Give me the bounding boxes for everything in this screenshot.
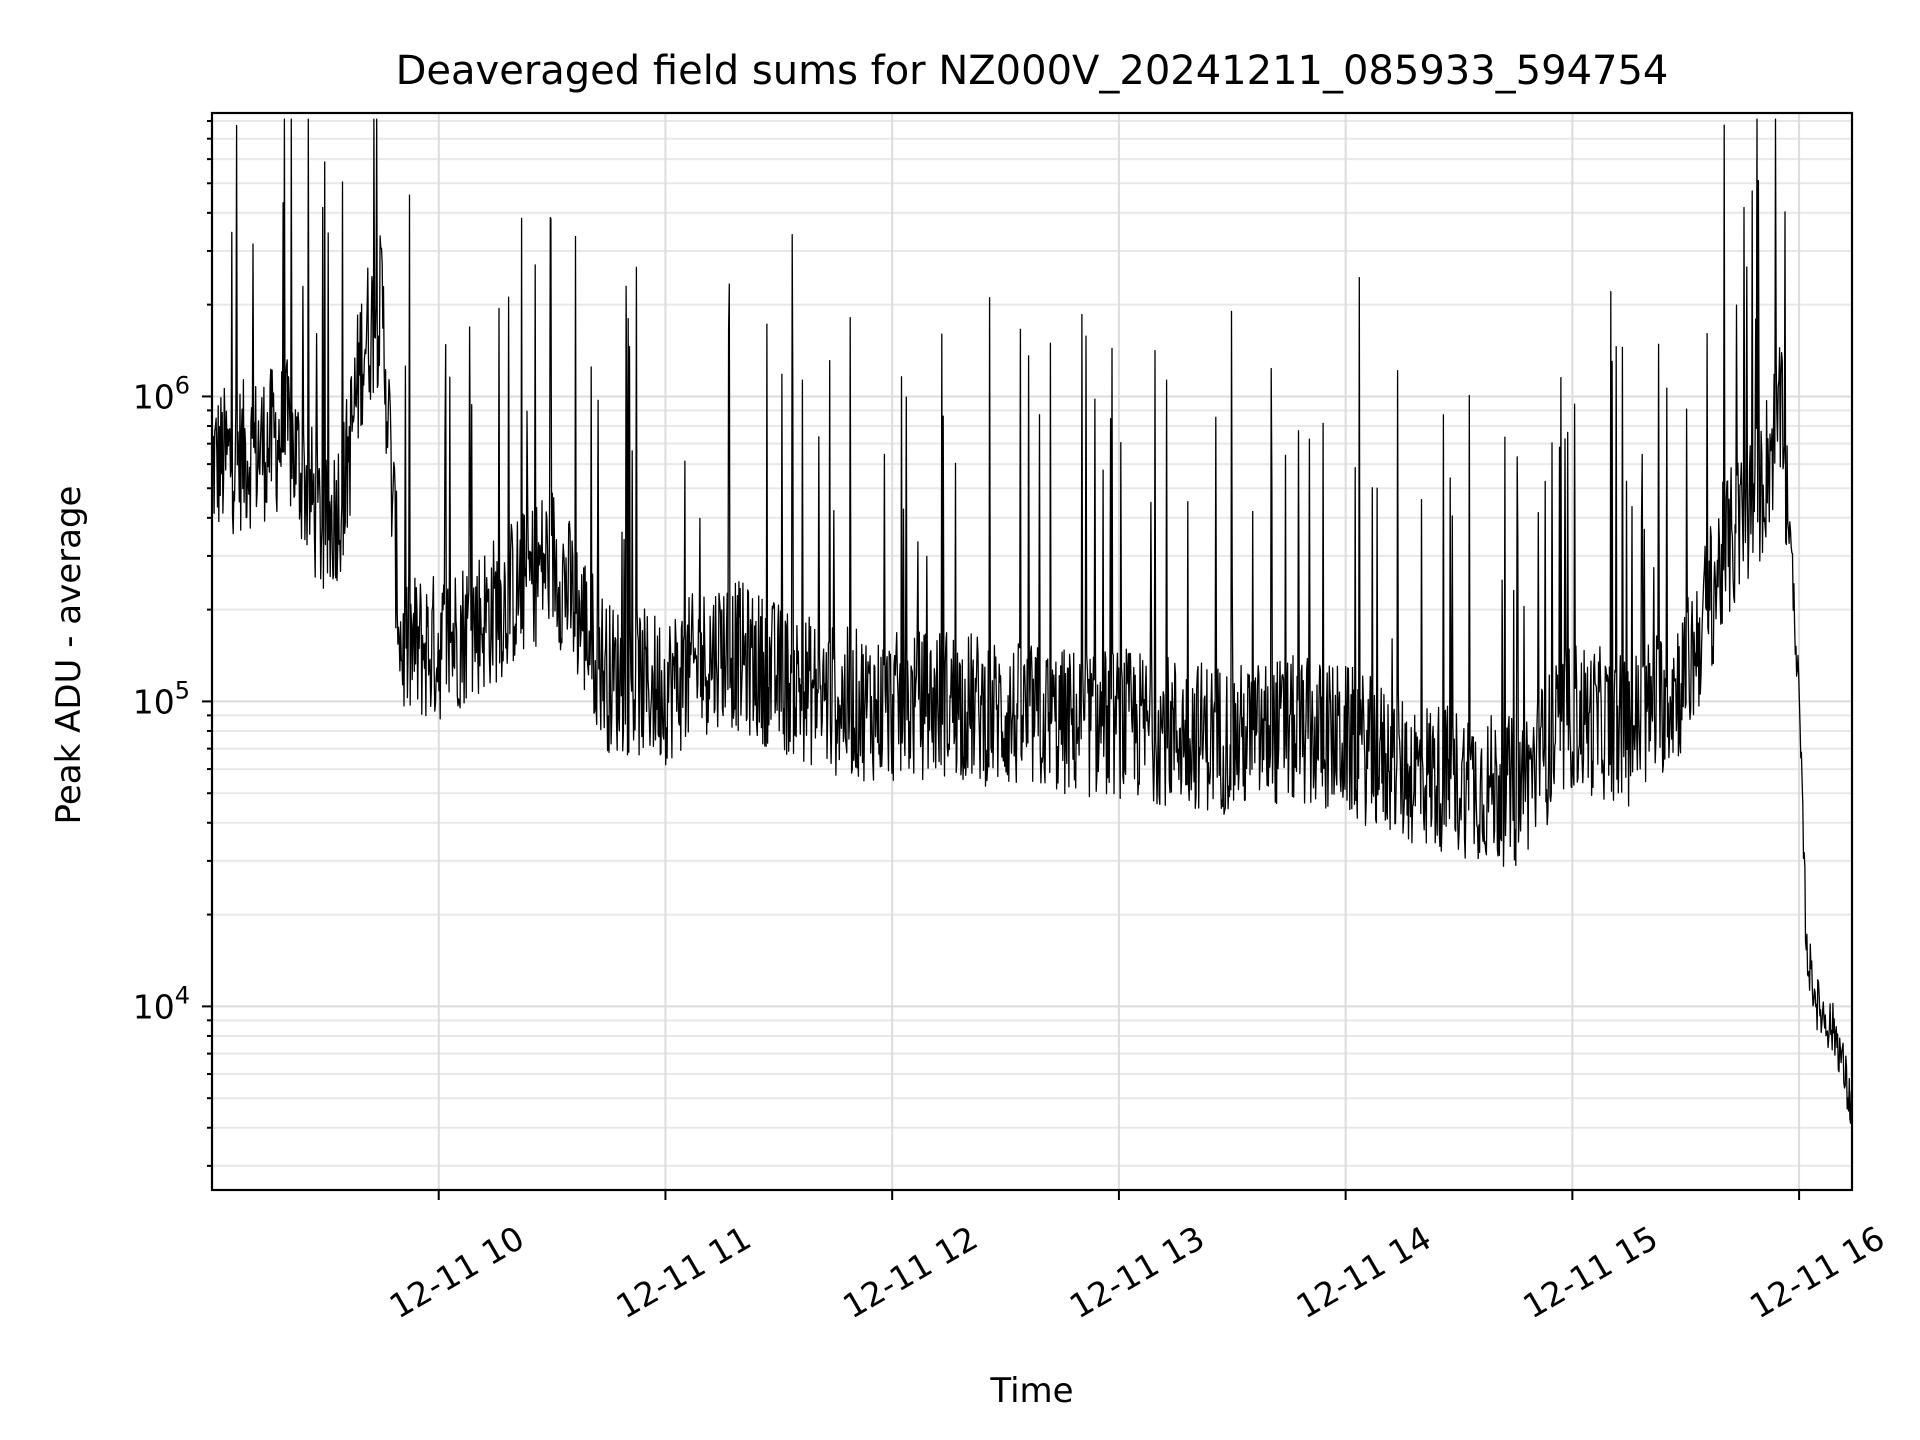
x-axis-label: Time (989, 1371, 1073, 1411)
grid (212, 113, 1852, 1190)
plot-frame (210, 111, 1854, 1192)
series-line (211, 118, 1853, 1124)
y-tick-label: 104 (133, 981, 190, 1026)
y-tick-label: 105 (133, 676, 190, 721)
y-tick-label: 106 (133, 371, 190, 416)
y-axis-label: Peak ADU - average (49, 486, 89, 825)
plot-area (211, 118, 1853, 1124)
chart-title: Deaveraged field sums for NZ000V_2024121… (396, 48, 1669, 94)
